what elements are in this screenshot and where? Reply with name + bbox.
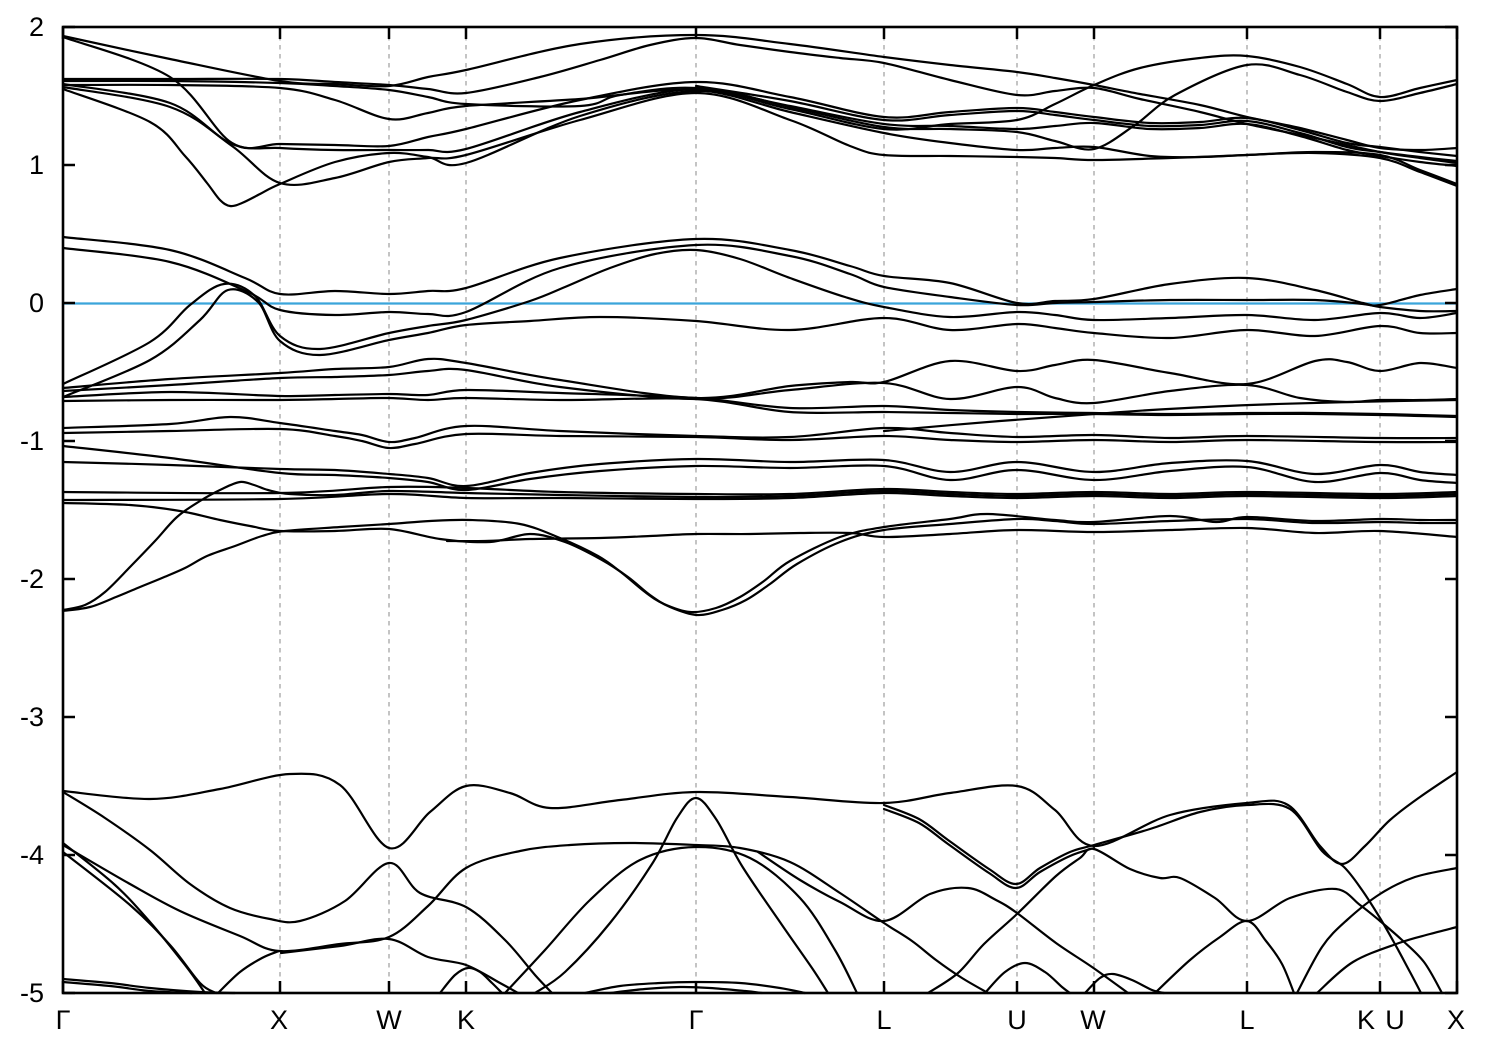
svg-text:1: 1	[29, 150, 44, 180]
svg-text:K: K	[457, 1005, 475, 1035]
svg-text:-4: -4	[20, 840, 44, 870]
svg-text:L: L	[876, 1005, 891, 1035]
svg-text:-1: -1	[20, 426, 44, 456]
svg-text:Γ: Γ	[689, 1005, 704, 1035]
svg-text:U: U	[1385, 1005, 1405, 1035]
svg-text:X: X	[1447, 1005, 1465, 1035]
svg-text:-5: -5	[20, 978, 44, 1008]
svg-text:W: W	[376, 1005, 402, 1035]
svg-text:L: L	[1239, 1005, 1254, 1035]
svg-text:U: U	[1007, 1005, 1027, 1035]
svg-text:-2: -2	[20, 564, 44, 594]
svg-text:-3: -3	[20, 702, 44, 732]
svg-text:W: W	[1080, 1005, 1106, 1035]
svg-text:2: 2	[29, 12, 44, 42]
svg-text:0: 0	[29, 288, 44, 318]
svg-text:Γ: Γ	[56, 1005, 71, 1035]
svg-text:K: K	[1357, 1005, 1375, 1035]
svg-text:X: X	[270, 1005, 288, 1035]
